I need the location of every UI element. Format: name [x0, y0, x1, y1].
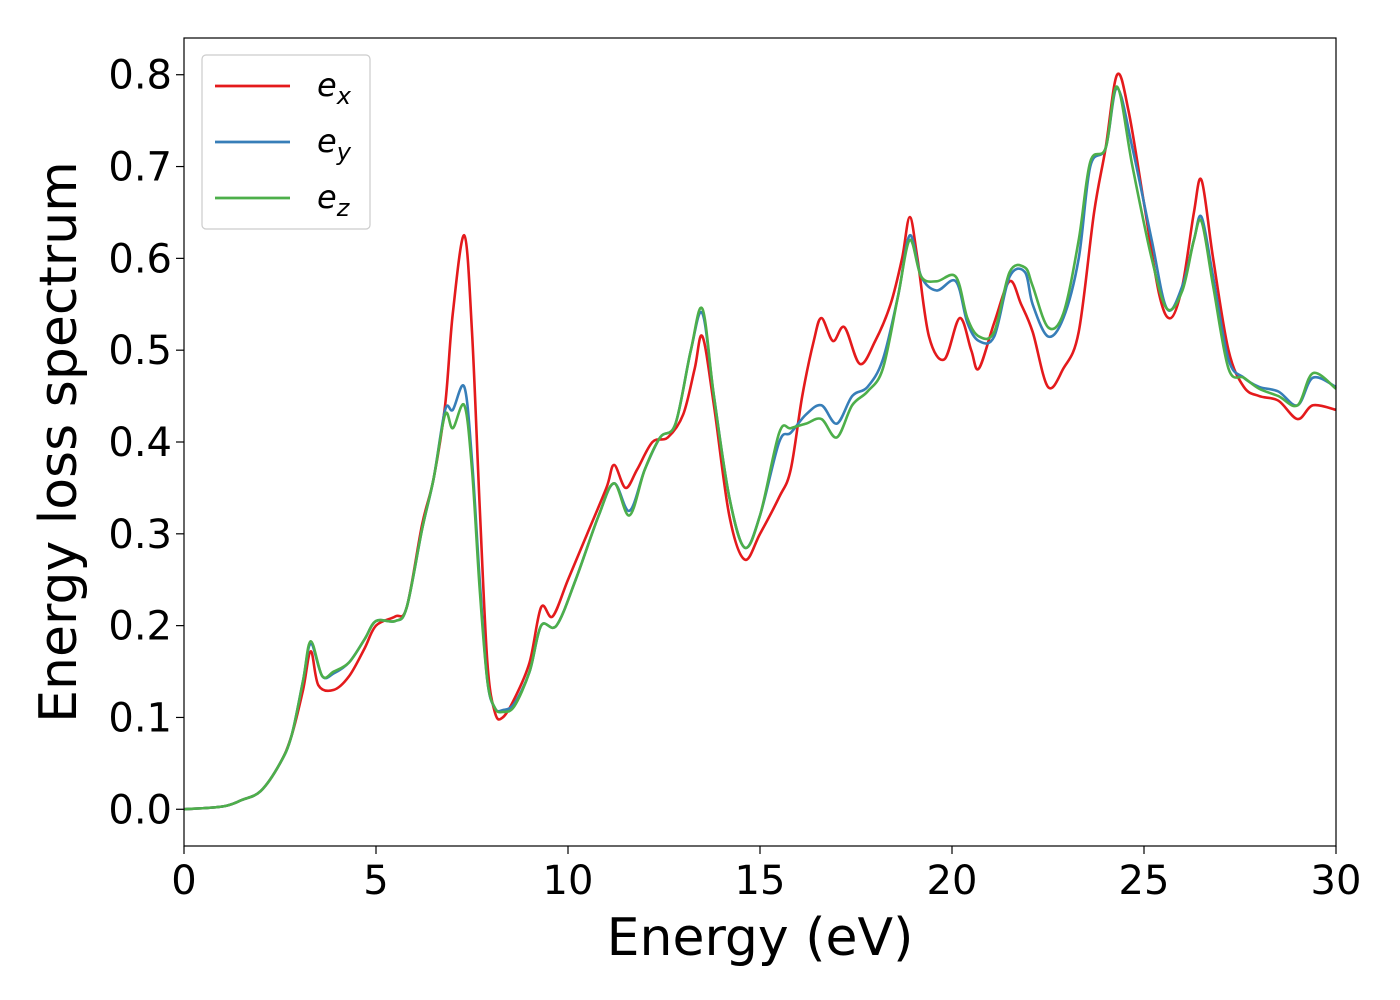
x-tick-label: 15 [735, 858, 786, 904]
x-tick-label: 20 [927, 858, 978, 904]
x-tick-label: 10 [543, 858, 594, 904]
x-tick-label: 5 [363, 858, 388, 904]
y-tick-label: 0.7 [108, 145, 172, 191]
x-axis-title: Energy (eV) [607, 908, 914, 968]
y-tick-label: 0.0 [108, 787, 172, 833]
x-tick-label: 0 [171, 858, 196, 904]
x-tick-label: 30 [1311, 858, 1362, 904]
y-tick-label: 0.3 [108, 512, 172, 558]
y-tick-label: 0.8 [108, 53, 172, 99]
x-axis-ticks: 0 5 10 15 20 25 30 [171, 846, 1361, 904]
y-axis-title: Energy loss spectrum [29, 161, 89, 723]
y-axis-ticks: 0.0 0.1 0.2 0.3 0.4 0.5 0.6 0.7 0.8 [108, 53, 184, 833]
series-line-e-z [183, 85, 1337, 811]
y-tick-label: 0.5 [108, 328, 172, 374]
x-tick-label: 25 [1119, 858, 1170, 904]
y-tick-label: 0.2 [108, 604, 172, 650]
series-layer [183, 72, 1337, 811]
y-tick-label: 0.4 [108, 420, 172, 466]
y-tick-label: 0.1 [108, 695, 172, 741]
y-tick-label: 0.6 [108, 236, 172, 282]
